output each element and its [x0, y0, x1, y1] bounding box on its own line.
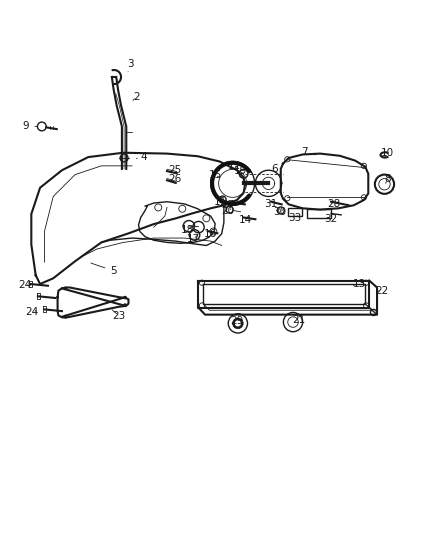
- Text: 7: 7: [300, 147, 315, 157]
- Text: 26: 26: [168, 174, 181, 184]
- Text: 12: 12: [228, 161, 241, 171]
- Text: 16: 16: [204, 229, 217, 239]
- Text: 4: 4: [136, 152, 146, 162]
- Circle shape: [64, 314, 67, 318]
- Text: 20: 20: [221, 206, 234, 216]
- Text: 19: 19: [233, 166, 247, 176]
- Text: 21: 21: [292, 314, 305, 325]
- Text: 5: 5: [91, 263, 117, 276]
- Text: 14: 14: [239, 215, 252, 225]
- Text: 29: 29: [230, 316, 243, 326]
- Bar: [288, 208, 301, 216]
- Text: 3: 3: [127, 59, 133, 72]
- Bar: [306, 209, 330, 219]
- Text: 23: 23: [112, 310, 125, 320]
- Text: 6: 6: [270, 164, 277, 174]
- Circle shape: [64, 287, 67, 290]
- Text: 27: 27: [221, 200, 234, 210]
- Text: 25: 25: [168, 165, 181, 175]
- Text: 15: 15: [208, 169, 221, 180]
- Text: 13: 13: [352, 279, 365, 288]
- Text: 24: 24: [18, 280, 31, 290]
- Text: 31: 31: [264, 199, 277, 209]
- Text: 2: 2: [133, 92, 139, 102]
- Text: 30: 30: [273, 207, 286, 217]
- Text: 28: 28: [327, 199, 340, 209]
- Circle shape: [234, 320, 240, 326]
- Circle shape: [232, 318, 243, 329]
- Text: 32: 32: [324, 214, 337, 224]
- Circle shape: [123, 296, 127, 300]
- Text: 9: 9: [23, 120, 37, 131]
- Text: 10: 10: [380, 148, 393, 158]
- Text: 17: 17: [186, 235, 199, 244]
- Text: 33: 33: [287, 213, 301, 223]
- Text: 24: 24: [25, 306, 39, 317]
- Circle shape: [123, 303, 127, 307]
- Text: 22: 22: [374, 286, 387, 296]
- Text: 11: 11: [213, 197, 226, 207]
- Text: 18: 18: [180, 225, 193, 235]
- Text: 8: 8: [383, 174, 389, 184]
